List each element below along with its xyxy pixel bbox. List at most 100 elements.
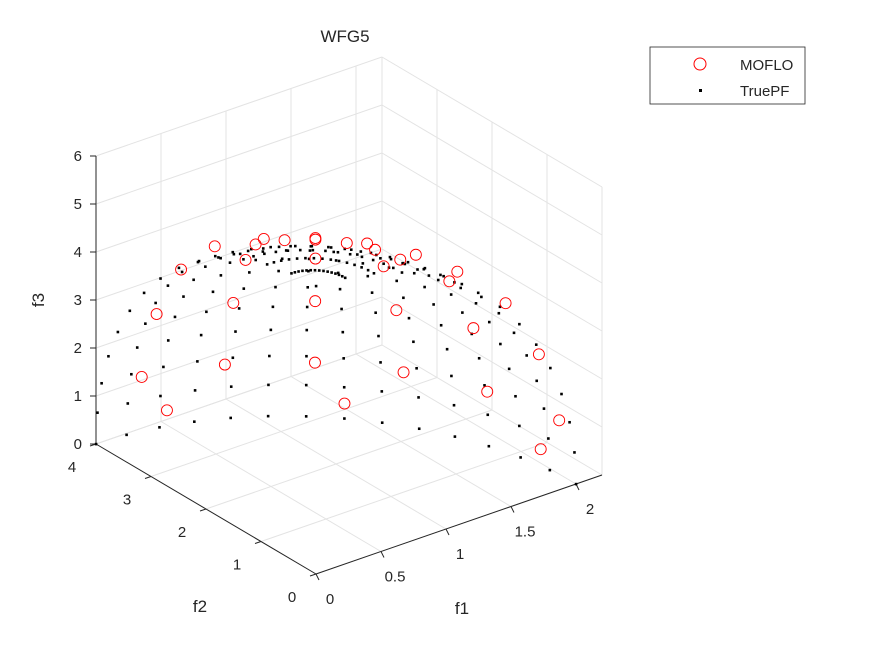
truepf-point — [228, 261, 232, 264]
truepf-point — [329, 246, 333, 249]
truepf-point — [336, 250, 340, 254]
moflo-point — [377, 260, 390, 273]
y-tick — [309, 573, 317, 577]
y-tick-label: 2 — [178, 524, 186, 541]
truepf-point — [412, 340, 415, 344]
truepf-point — [476, 291, 480, 295]
truepf-point — [507, 367, 511, 371]
truepf-point — [461, 311, 464, 314]
truepf-point — [343, 247, 347, 251]
truepf-point — [314, 284, 318, 288]
gridline-z — [95, 296, 383, 397]
truepf-point — [192, 278, 195, 282]
truepf-point — [158, 426, 161, 429]
truepf-point — [237, 307, 241, 310]
tick-labels: 0 0.5 1 1.5 2 0 1 2 3 4 0 1 2 3 4 5 6 — [68, 148, 594, 608]
truepf-point — [402, 296, 405, 300]
truepf-point — [307, 257, 311, 261]
truepf-point — [196, 360, 199, 363]
chart-title: WFG5 — [320, 27, 369, 46]
truepf-point — [265, 263, 269, 266]
truepf-point — [343, 276, 347, 280]
truepf-point — [317, 269, 321, 272]
truepf-point — [213, 254, 217, 258]
truepf-point — [342, 357, 345, 360]
x-axis-label: f1 — [455, 599, 469, 618]
legend[interactable]: MOFLO TruePF — [649, 46, 806, 105]
moflo-point — [532, 348, 545, 361]
truepf-point — [162, 365, 165, 369]
truepf-point — [436, 278, 440, 282]
z-tick-label: 5 — [74, 196, 82, 213]
truepf-point — [304, 415, 308, 418]
truepf-point — [525, 354, 528, 357]
truepf-point — [280, 257, 284, 261]
z-axis-label: f3 — [29, 293, 48, 307]
truepf-point — [499, 342, 502, 346]
moflo-point — [249, 238, 262, 251]
y-tick-label: 3 — [123, 492, 131, 509]
truepf-point — [474, 302, 478, 305]
truepf-point — [336, 271, 340, 275]
truepf-point — [343, 417, 346, 420]
moflo-point — [499, 297, 512, 310]
x-tick-label: 0 — [326, 591, 334, 608]
moflo-point — [161, 404, 173, 417]
truepf-point — [205, 310, 208, 314]
moflo-point — [390, 304, 403, 317]
truepf-point — [144, 322, 147, 325]
truepf-point — [519, 456, 522, 459]
moflo-point — [409, 248, 422, 261]
truepf-point — [371, 258, 375, 262]
truepf-point — [341, 330, 345, 334]
x-tick-label: 0.5 — [385, 569, 406, 586]
gridline-z — [381, 104, 603, 236]
gridline-z — [95, 200, 383, 301]
truepf-point — [159, 277, 162, 280]
truepf-point — [279, 259, 283, 262]
x-axis-line — [315, 474, 603, 575]
truepf-point — [380, 421, 384, 424]
truepf-point — [154, 301, 157, 305]
y-tick-label: 1 — [233, 557, 241, 574]
moflo-point — [227, 296, 240, 309]
moflo-point — [257, 232, 270, 245]
truepf-point — [459, 286, 463, 290]
truepf-point — [193, 389, 197, 392]
truepf-point — [345, 261, 349, 265]
truepf-point — [242, 258, 245, 261]
truepf-point — [238, 252, 242, 256]
legend-moflo-label: MOFLO — [740, 57, 793, 74]
truepf-point — [560, 392, 563, 396]
truepf-point — [234, 330, 237, 333]
gridline-y — [205, 409, 493, 510]
truepf-point — [254, 258, 258, 262]
legend-box — [649, 46, 806, 105]
truepf-point — [338, 287, 342, 291]
truepf-point — [261, 250, 265, 253]
truepf-point — [432, 303, 435, 306]
truepf-point — [182, 295, 185, 298]
truepf-point — [377, 334, 380, 338]
truepf-point — [366, 268, 370, 272]
truepf-point — [193, 420, 196, 423]
truepf-point — [274, 285, 277, 289]
truepf-point — [361, 262, 365, 265]
truepf-point — [497, 311, 501, 315]
truepf-point — [487, 444, 491, 448]
truepf-point — [327, 245, 330, 249]
truepf-point — [568, 420, 571, 424]
truepf-point — [356, 253, 359, 256]
truepf-point — [128, 309, 132, 313]
truepf-point — [311, 248, 315, 252]
gridline-z — [381, 56, 603, 188]
x-tick — [315, 573, 320, 581]
truepf-point — [305, 328, 309, 332]
truepf-point — [439, 323, 443, 327]
gridline-y — [260, 442, 548, 542]
moflo-point — [309, 295, 322, 308]
legend-moflo-marker — [693, 57, 707, 71]
x-tick-label: 2 — [586, 501, 594, 518]
legend-truepf-marker — [699, 89, 702, 92]
truepf-point — [514, 394, 517, 398]
